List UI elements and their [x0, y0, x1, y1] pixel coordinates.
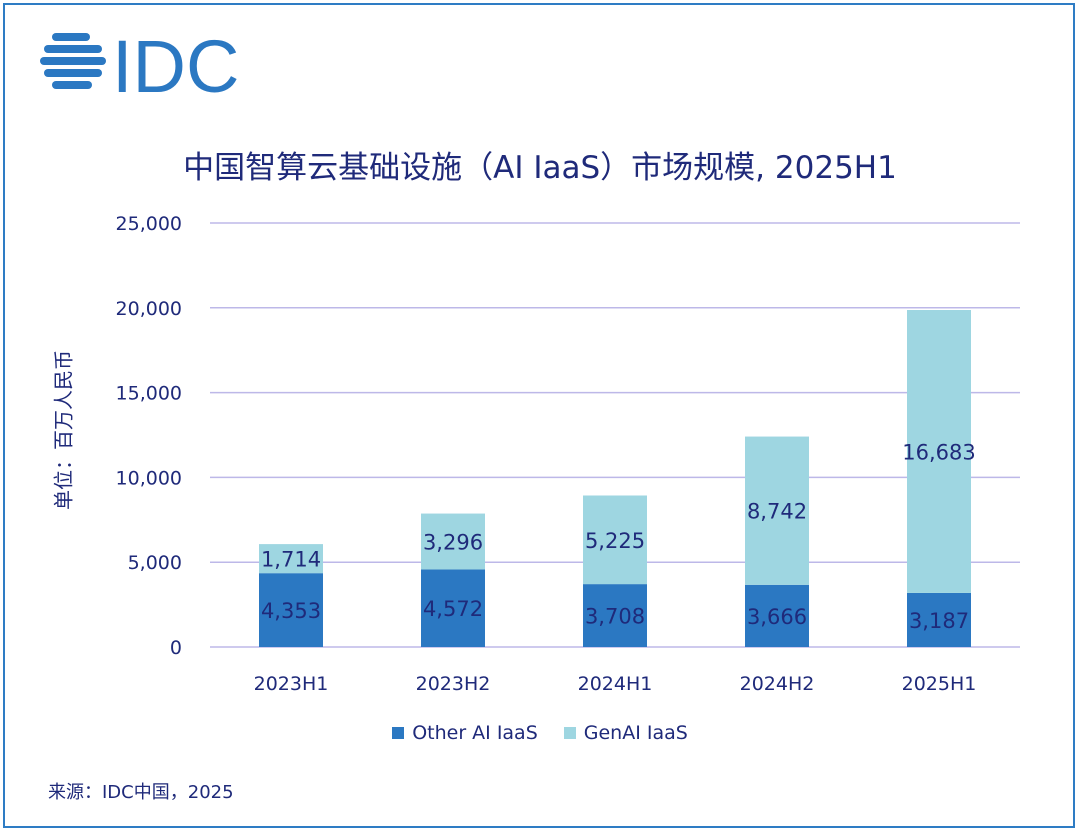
- data-label: 1,714: [261, 548, 321, 572]
- bar-genai: [745, 436, 809, 585]
- legend-swatch-genai: [563, 727, 576, 739]
- bar-genai: [421, 513, 485, 570]
- x-tick-label: 2023H2: [416, 673, 491, 695]
- y-tick-label: 25,000: [116, 213, 182, 235]
- bar-chart: 0 5,000 10,000 15,000 20,000 25,000 4,353 1,714…: [116, 213, 1020, 695]
- data-label: 5,225: [585, 529, 645, 553]
- idc-logo: IDC: [40, 30, 239, 100]
- legend-item-other: Other AI IaaS: [392, 722, 538, 744]
- y-tick-label: 20,000: [116, 298, 182, 320]
- legend-label: Other AI IaaS: [412, 722, 538, 744]
- data-label: 3,187: [909, 609, 969, 633]
- source-note: 来源：IDC中国，2025: [48, 782, 234, 803]
- chart-title: 中国智算云基础设施（AI IaaS）市场规模, 2025H1: [183, 150, 897, 186]
- y-tick-label: 10,000: [116, 467, 182, 489]
- x-tick-label: 2023H1: [254, 673, 329, 695]
- bar-other: [583, 584, 647, 647]
- legend-swatch-other: [392, 727, 405, 739]
- legend-item-genai: GenAI IaaS: [563, 722, 688, 744]
- data-label: 3,666: [747, 605, 807, 629]
- y-tick-label: 0: [170, 637, 182, 659]
- legend-label: GenAI IaaS: [583, 722, 688, 744]
- x-tick-label: 2024H1: [578, 673, 653, 695]
- bar-genai: [259, 544, 323, 574]
- x-tick-label: 2024H2: [740, 673, 815, 695]
- data-label: 3,296: [423, 531, 483, 555]
- bar-other: [907, 592, 971, 647]
- data-label: 4,572: [423, 597, 483, 621]
- x-tick-label: 2025H1: [902, 673, 977, 695]
- data-label: 16,683: [902, 440, 975, 464]
- bar-other: [421, 569, 485, 647]
- data-label: 4,353: [261, 599, 321, 623]
- legend: Other AI IaaS GenAI IaaS: [0, 722, 1080, 744]
- bar-other: [745, 584, 809, 647]
- data-label: 3,708: [585, 605, 645, 629]
- bar-genai: [583, 495, 647, 585]
- bar-genai: [907, 310, 971, 593]
- svg-text:IDC: IDC: [112, 30, 239, 100]
- y-tick-label: 15,000: [116, 383, 182, 405]
- y-tick-label: 5,000: [128, 552, 182, 574]
- data-label: 8,742: [747, 500, 807, 524]
- bar-other: [259, 573, 323, 647]
- chart-frame: [3, 3, 1075, 828]
